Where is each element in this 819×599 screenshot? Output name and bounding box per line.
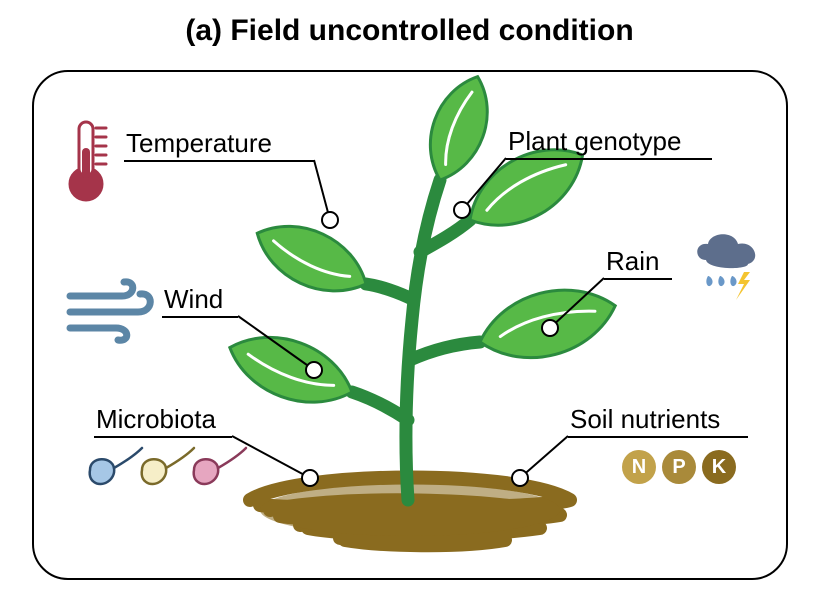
- npk-k: K: [702, 450, 736, 484]
- npk-icons: NPK: [622, 450, 736, 484]
- label-soil: Soil nutrients: [570, 404, 720, 435]
- underline-microbiota: [94, 436, 232, 438]
- label-microbiota: Microbiota: [96, 404, 216, 435]
- npk-n: N: [622, 450, 656, 484]
- label-rain: Rain: [606, 246, 659, 277]
- label-genotype: Plant genotype: [508, 126, 681, 157]
- underline-soil: [568, 436, 748, 438]
- figure-title: (a) Field uncontrolled condition: [0, 14, 819, 48]
- label-temperature: Temperature: [126, 128, 272, 159]
- underline-wind: [162, 316, 238, 318]
- underline-genotype: [506, 158, 712, 160]
- underline-temperature: [124, 160, 314, 162]
- npk-p: P: [662, 450, 696, 484]
- underline-rain: [604, 278, 672, 280]
- label-wind: Wind: [164, 284, 223, 315]
